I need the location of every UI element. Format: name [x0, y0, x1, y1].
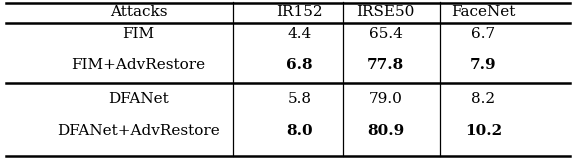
Text: 4.4: 4.4 — [287, 27, 312, 41]
Text: DFANet: DFANet — [108, 92, 169, 106]
Text: FaceNet: FaceNet — [451, 5, 516, 19]
Text: 79.0: 79.0 — [369, 92, 403, 106]
Text: DFANet+AdvRestore: DFANet+AdvRestore — [57, 124, 220, 138]
Text: 65.4: 65.4 — [369, 27, 403, 41]
Text: Attacks: Attacks — [110, 5, 168, 19]
Text: 5.8: 5.8 — [287, 92, 312, 106]
Text: 10.2: 10.2 — [465, 124, 502, 138]
Text: 8.2: 8.2 — [471, 92, 495, 106]
Text: 7.9: 7.9 — [470, 58, 497, 72]
Text: FIM+AdvRestore: FIM+AdvRestore — [71, 58, 206, 72]
Text: FIM: FIM — [123, 27, 155, 41]
Text: 6.8: 6.8 — [286, 58, 313, 72]
Text: 8.0: 8.0 — [286, 124, 313, 138]
Text: IR152: IR152 — [276, 5, 323, 19]
Text: 6.7: 6.7 — [471, 27, 495, 41]
Text: 80.9: 80.9 — [367, 124, 404, 138]
Text: IRSE50: IRSE50 — [357, 5, 415, 19]
Text: 77.8: 77.8 — [367, 58, 404, 72]
